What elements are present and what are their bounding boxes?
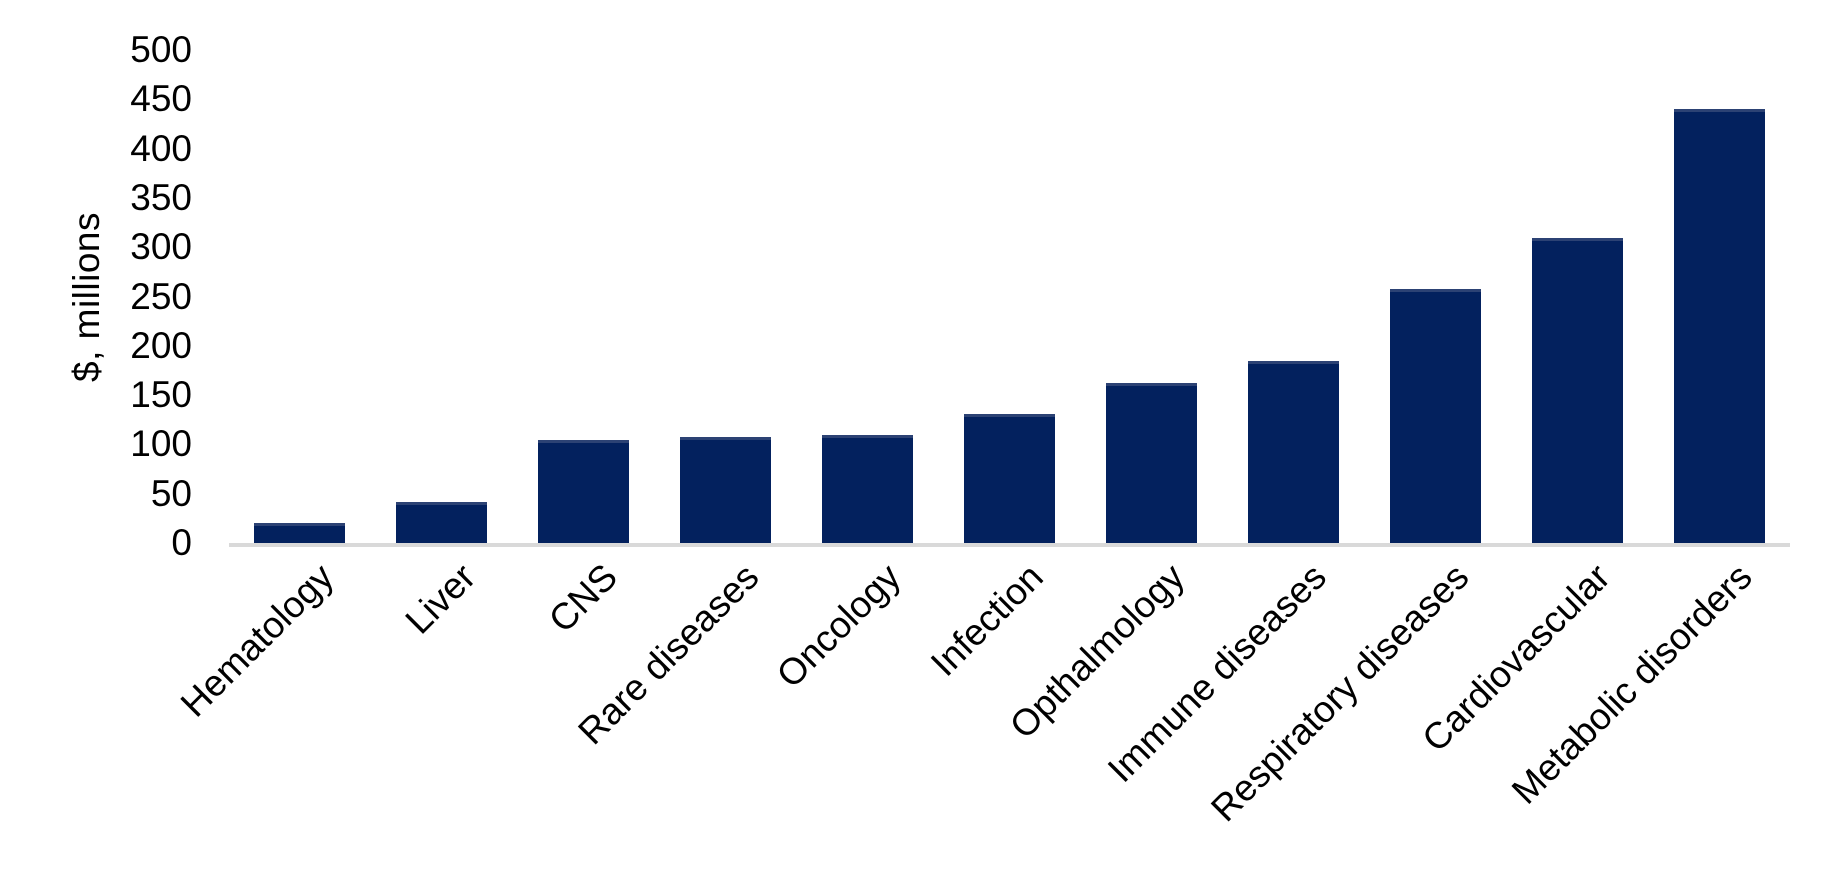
x-axis-label: Metabolic disorders	[1504, 556, 1761, 812]
bar-oncology	[822, 434, 914, 543]
bar-hematology	[254, 523, 346, 543]
x-axis-label: Hematology	[172, 556, 341, 725]
bar-metabolic-disorders	[1673, 109, 1765, 543]
bar-opthalmology	[1105, 383, 1197, 543]
y-tick-label: 300	[130, 226, 192, 268]
bar-liver	[396, 501, 488, 543]
y-tick-label: 450	[130, 78, 192, 120]
x-axis-label: Respiratory diseases	[1202, 556, 1477, 830]
y-tick-label: 150	[130, 374, 192, 416]
y-tick-label: 500	[130, 29, 192, 70]
bar-cns	[538, 440, 630, 543]
y-tick-label: 250	[130, 275, 192, 317]
y-tick-label: 0	[171, 522, 192, 563]
y-tick-label: 400	[130, 127, 192, 169]
x-axis-label: CNS	[540, 556, 625, 641]
bar-immune-diseases	[1247, 360, 1339, 543]
y-tick-label: 100	[130, 423, 192, 465]
x-axis-label: Oncology	[769, 556, 909, 696]
bar-rare-diseases	[680, 436, 772, 543]
bar-respiratory-diseases	[1389, 288, 1481, 543]
y-tick-label: 350	[130, 176, 192, 218]
bar-cardiovascular	[1531, 238, 1623, 543]
y-tick-label: 50	[150, 472, 192, 514]
x-axis-label: Liver	[397, 556, 483, 642]
x-axis-label: Infection	[922, 556, 1051, 684]
y-axis-title: $, millions	[66, 212, 107, 382]
y-tick-label: 200	[130, 324, 192, 366]
x-axis-line	[229, 543, 1790, 547]
bar-infection	[964, 413, 1055, 543]
